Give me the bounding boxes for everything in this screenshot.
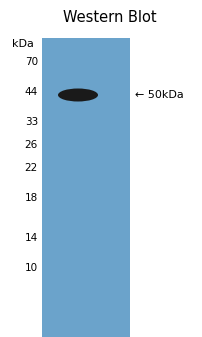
Text: 26: 26 <box>25 140 38 150</box>
Bar <box>42 38 129 337</box>
Text: 18: 18 <box>25 193 38 203</box>
Text: 14: 14 <box>25 233 38 243</box>
Text: 22: 22 <box>25 163 38 173</box>
Ellipse shape <box>58 89 98 101</box>
Text: 33: 33 <box>25 117 38 127</box>
Text: 10: 10 <box>25 263 38 273</box>
Text: ← 50kDa: ← 50kDa <box>134 90 183 100</box>
Text: 44: 44 <box>25 87 38 97</box>
Text: 70: 70 <box>25 57 38 67</box>
Text: kDa: kDa <box>12 39 34 49</box>
Text: Western Blot: Western Blot <box>62 10 156 26</box>
